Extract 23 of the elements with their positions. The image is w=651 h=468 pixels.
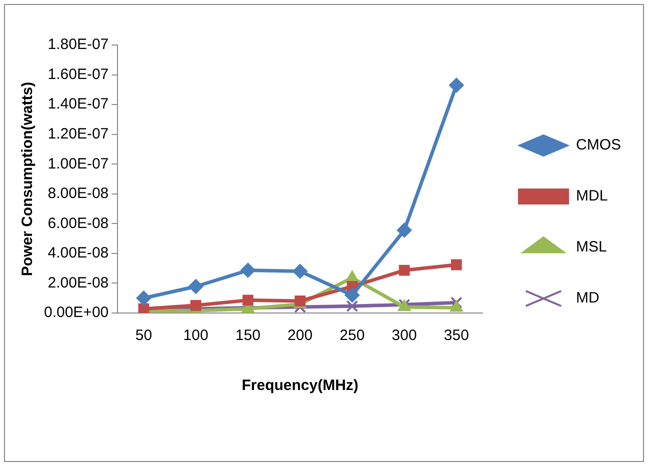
x-tick-label: 250 bbox=[340, 327, 365, 344]
y-tick-label: 8.00E-08 bbox=[48, 185, 109, 202]
legend-label: MDL bbox=[576, 188, 608, 205]
x-tick-label: 100 bbox=[183, 327, 208, 344]
x-tick-label: 50 bbox=[135, 327, 152, 344]
y-tick-label: 1.80E-07 bbox=[48, 36, 109, 54]
y-tick-label: 2.00E-08 bbox=[48, 274, 109, 292]
x-tick-label: 300 bbox=[392, 327, 417, 344]
y-tick-label: 6.00E-08 bbox=[48, 214, 109, 232]
x-axis-title: Frequency(MHz) bbox=[242, 377, 358, 394]
x-tick-label: 150 bbox=[235, 327, 260, 344]
legend-label: MSL bbox=[576, 238, 607, 256]
legend-label: MD bbox=[576, 290, 600, 307]
y-tick-label: 1.60E-07 bbox=[48, 66, 109, 83]
y-tick-label: 1.00E-07 bbox=[48, 155, 109, 172]
y-tick-label: 0.00E+00 bbox=[44, 304, 109, 322]
x-tick-label: 350 bbox=[444, 327, 469, 344]
x-tick-label: 200 bbox=[288, 327, 313, 344]
y-tick-label: 1.40E-07 bbox=[48, 96, 109, 113]
y-tick-label: 1.20E-07 bbox=[48, 125, 109, 142]
legend-label: CMOS bbox=[576, 136, 621, 154]
y-tick-label: 4.00E-08 bbox=[48, 244, 109, 262]
y-axis-title: Power Consumption(watts) bbox=[19, 82, 36, 276]
